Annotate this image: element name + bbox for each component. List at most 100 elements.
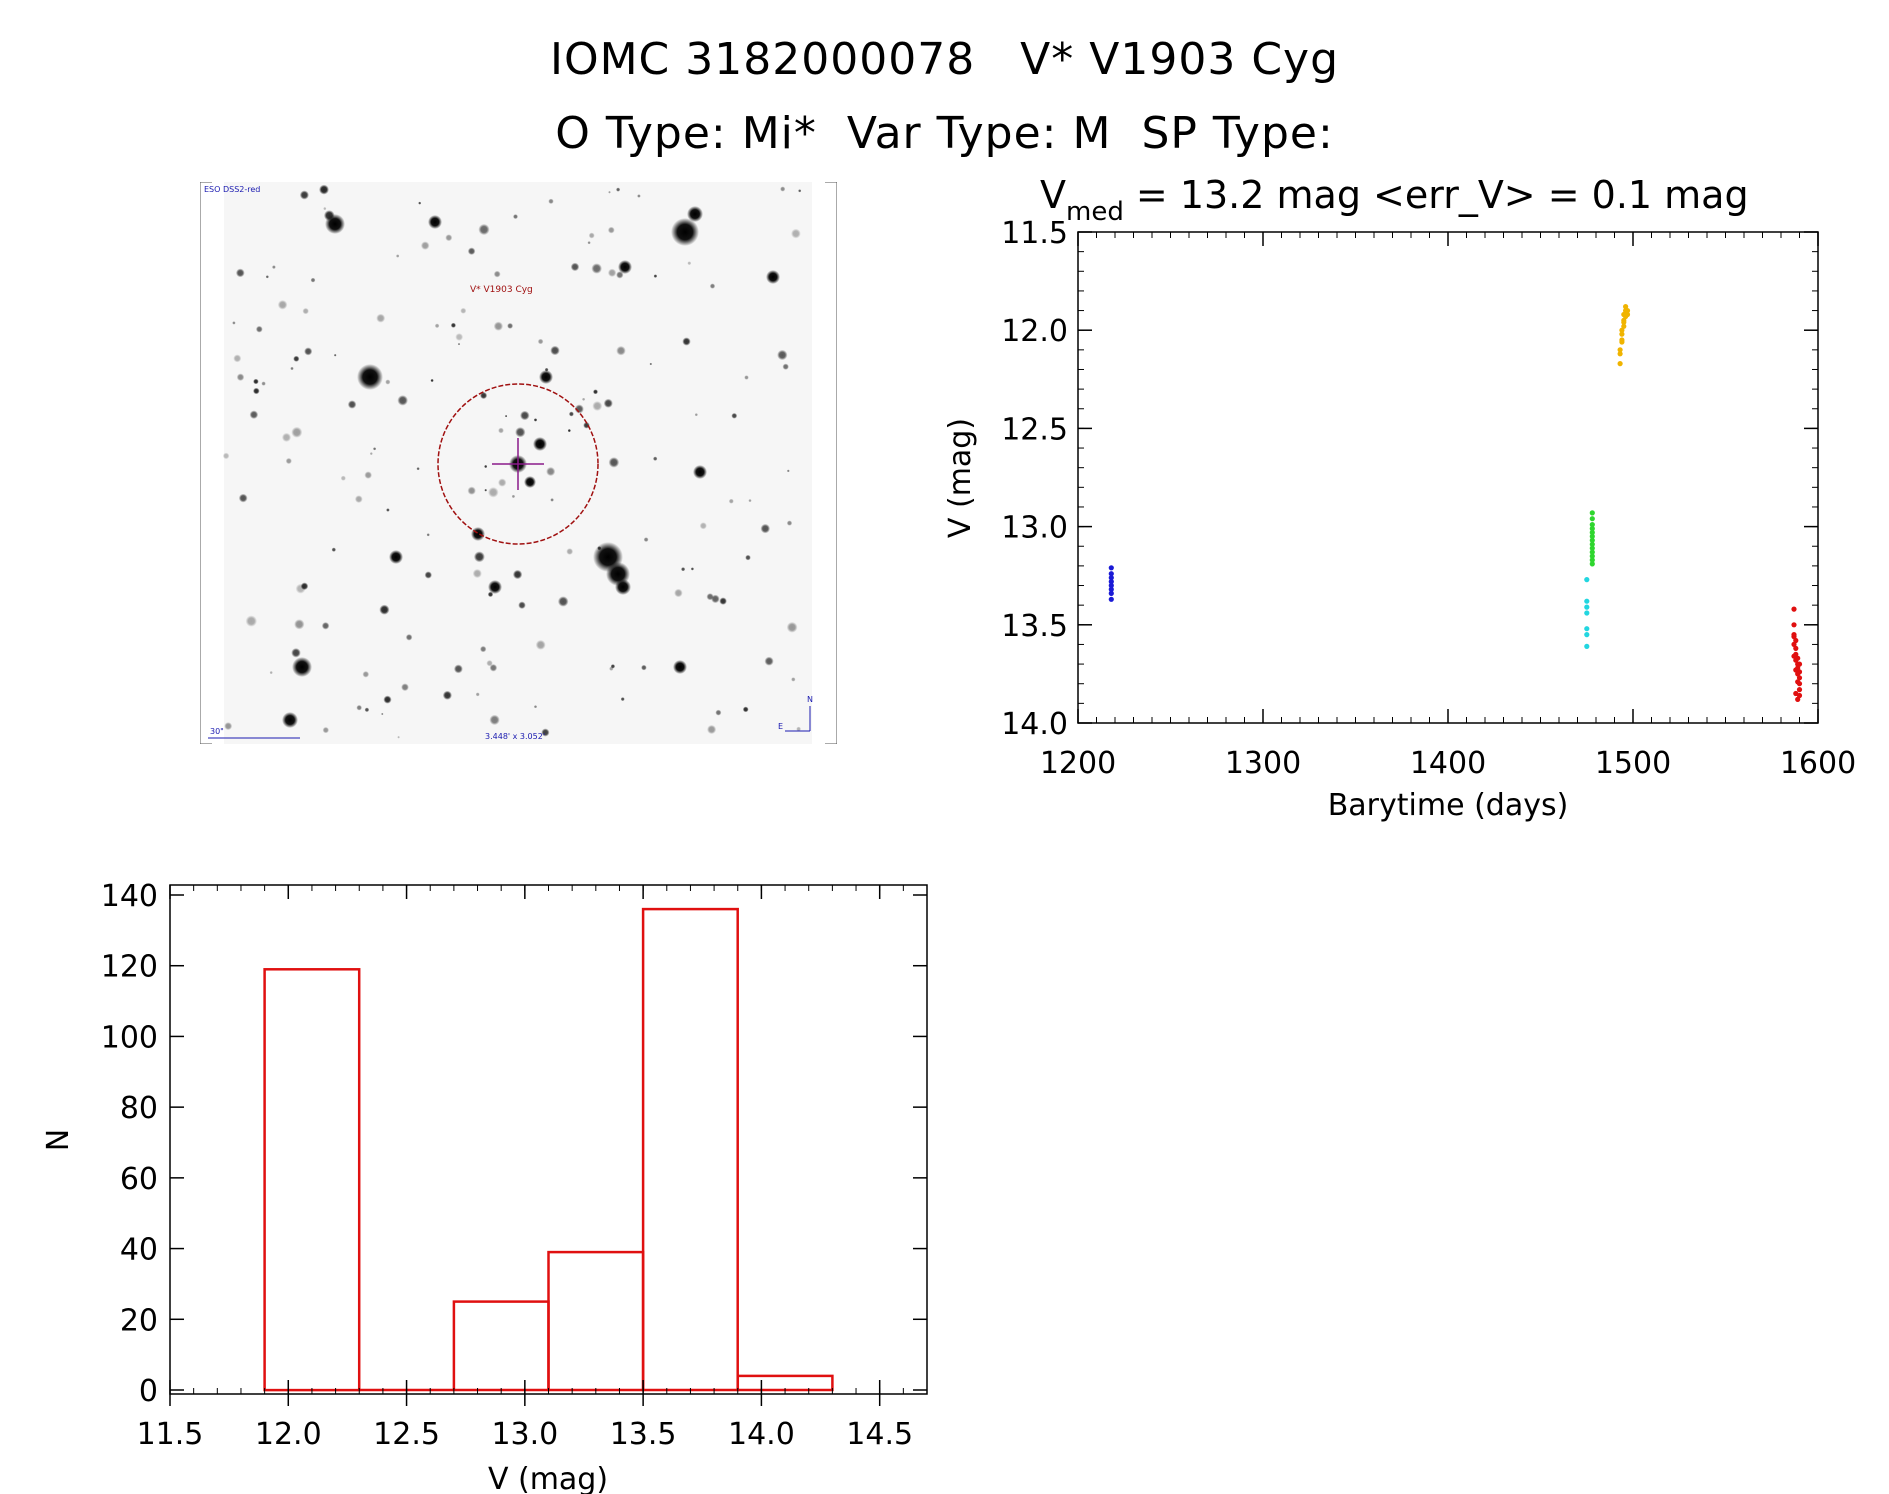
data-point <box>1796 687 1803 693</box>
star <box>424 571 432 579</box>
data-point <box>1795 671 1801 677</box>
star <box>319 184 329 195</box>
star <box>643 537 649 542</box>
y-tick-label: 60 <box>120 1162 158 1197</box>
histogram-ticks: 11.5 12.0 12.5 13.0 13.5 14.0 14.5 0 20 40 60 80 100… <box>101 879 928 1452</box>
star <box>786 469 790 473</box>
star <box>791 228 801 239</box>
y-tick-label: 12.0 <box>1001 314 1068 349</box>
star <box>401 683 409 692</box>
data-point <box>1793 657 1799 663</box>
data-point <box>1584 643 1590 650</box>
star <box>385 379 391 385</box>
star <box>520 410 530 421</box>
star <box>321 622 330 630</box>
star <box>728 498 734 504</box>
star <box>674 588 683 598</box>
star <box>515 427 526 438</box>
star <box>637 194 641 198</box>
star <box>232 321 236 325</box>
y-tick-label: 80 <box>120 1091 158 1126</box>
data-point <box>1589 545 1595 551</box>
star <box>777 349 788 361</box>
data-point <box>1623 304 1629 310</box>
star <box>690 567 694 571</box>
data-point <box>1793 667 1799 673</box>
y-tick-label: 11.5 <box>1001 216 1068 251</box>
star <box>687 206 703 222</box>
data-point <box>1621 319 1627 325</box>
x-tick-label: 13.0 <box>491 1417 558 1452</box>
star <box>310 277 316 283</box>
star <box>300 582 309 590</box>
data-point <box>1796 692 1803 699</box>
star <box>570 262 580 272</box>
star <box>524 476 536 488</box>
star <box>518 601 526 609</box>
star <box>782 363 789 370</box>
star <box>544 367 549 372</box>
y-tick-label: 0 <box>139 1374 158 1409</box>
data-point <box>1617 361 1623 367</box>
light-curve-chart: Vmed = 13.2 mag <err_V> = 0.1 mag 1200 13… <box>943 173 1856 823</box>
star <box>357 364 383 390</box>
star <box>472 568 482 579</box>
star <box>709 283 716 289</box>
variable-type: Var Type: M <box>846 108 1112 159</box>
star <box>347 400 357 409</box>
target-label: V* V1903 Cyg <box>470 285 533 295</box>
data-point <box>1108 582 1114 589</box>
star <box>457 342 461 346</box>
star <box>616 187 621 192</box>
star <box>302 307 309 315</box>
star <box>224 722 233 731</box>
star <box>489 664 498 672</box>
data-point <box>1796 675 1803 681</box>
data-point <box>1108 579 1114 585</box>
data-point <box>1589 549 1595 555</box>
x-tick-label: 12.5 <box>373 1417 440 1452</box>
data-point <box>1795 696 1801 703</box>
star <box>694 413 698 417</box>
star <box>566 548 574 555</box>
star-field <box>222 184 802 739</box>
star <box>649 362 653 366</box>
star <box>383 695 392 704</box>
star <box>537 338 544 345</box>
star <box>616 271 624 279</box>
data-point <box>1584 626 1590 632</box>
star <box>489 714 500 726</box>
x-tick-label: 1200 <box>1040 746 1116 781</box>
star <box>354 495 363 503</box>
x-tick-label: 1600 <box>1780 746 1856 781</box>
star <box>533 418 538 422</box>
star <box>420 241 430 250</box>
star <box>460 307 467 314</box>
star <box>608 190 611 194</box>
star <box>356 704 362 711</box>
star <box>290 366 294 371</box>
star <box>550 345 560 356</box>
data-point <box>1589 557 1595 563</box>
data-point <box>1793 637 1799 644</box>
y-tick-label: 12.5 <box>1001 412 1068 447</box>
data-point <box>1619 327 1625 333</box>
data-point <box>1589 522 1595 528</box>
light-curve-title: Vmed = 13.2 mag <err_V> = 0.1 mag <box>1040 173 1749 227</box>
star <box>744 375 749 380</box>
star <box>291 648 301 658</box>
star <box>322 726 329 734</box>
data-point <box>1108 571 1114 577</box>
object-id: IOMC 3182000078 <box>549 34 976 85</box>
star <box>671 218 699 246</box>
star <box>416 467 420 471</box>
y-tick-label: 120 <box>101 950 158 985</box>
data-point <box>1795 679 1801 685</box>
x-tick-label: 12.0 <box>255 1417 322 1452</box>
star <box>607 226 615 234</box>
star <box>261 381 266 386</box>
data-point <box>1791 632 1797 638</box>
star <box>593 389 598 395</box>
star <box>608 457 620 468</box>
star <box>426 533 430 537</box>
